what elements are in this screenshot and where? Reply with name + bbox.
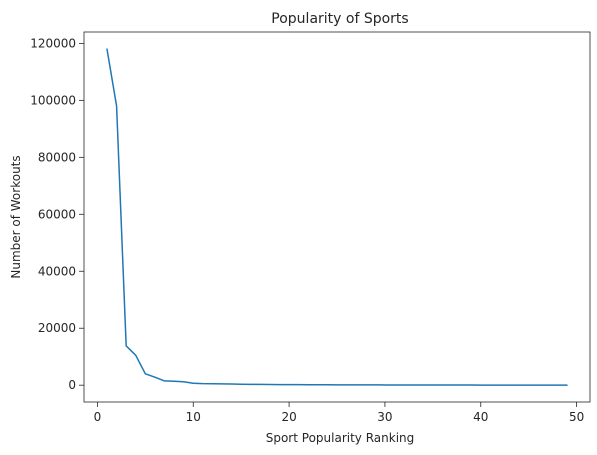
x-tick-label: 30	[377, 410, 392, 424]
plot-area: 0 10 20 30 40 50 0 20000 40000 60000 80000 100000 1…	[30, 31, 591, 424]
y-axis-label: Number of Workouts	[9, 155, 23, 278]
y-tick-label: 60000	[38, 207, 76, 221]
x-tick-label: 10	[186, 410, 201, 424]
series-layer	[106, 48, 568, 386]
y-tick-label: 20000	[38, 321, 76, 335]
chart-title: Popularity of Sports	[271, 11, 408, 27]
y-axis-ticks: 0 20000 40000 60000 80000 100000 120000	[30, 36, 84, 392]
y-tick-label: 120000	[30, 36, 76, 50]
x-tick-label: 20	[281, 410, 296, 424]
x-axis-label: Sport Popularity Ranking	[266, 431, 415, 445]
x-axis-ticks: 0 10 20 30 40 50	[94, 402, 584, 424]
y-tick-label: 100000	[30, 93, 76, 107]
y-tick-label: 40000	[38, 264, 76, 278]
series-line	[106, 48, 568, 386]
x-tick-label: 40	[473, 410, 488, 424]
plot-frame	[83, 31, 591, 403]
y-tick-label: 0	[68, 378, 76, 392]
x-tick-label: 0	[94, 410, 102, 424]
x-tick-label: 50	[569, 410, 584, 424]
y-tick-label: 80000	[38, 150, 76, 164]
